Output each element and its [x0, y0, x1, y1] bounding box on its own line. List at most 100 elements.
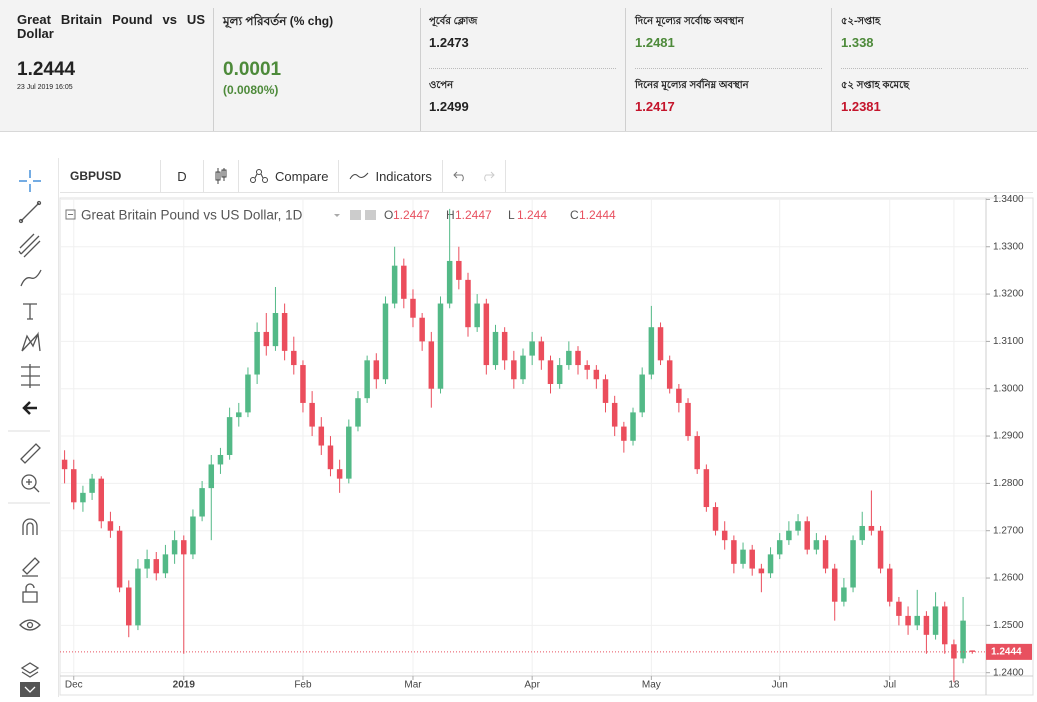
x-tick-label: Mar	[404, 680, 422, 691]
candle-body	[850, 540, 856, 588]
change-percent: (0.0080%)	[223, 83, 279, 97]
grid	[60, 198, 986, 676]
stat-value: 1.2381	[841, 99, 881, 114]
y-tick-label: 1.2600	[993, 573, 1024, 584]
candle-body	[657, 327, 664, 361]
candle-body	[254, 331, 260, 375]
candle-body	[896, 601, 902, 616]
candle-body	[190, 516, 196, 555]
candle-body	[538, 341, 545, 361]
candle-body	[932, 606, 939, 635]
zoom-tool[interactable]	[21, 474, 40, 493]
ohlc-label: C	[570, 208, 579, 222]
candle-body	[822, 540, 829, 569]
candle-body	[318, 426, 325, 446]
candle-body	[437, 303, 444, 389]
candle-body	[575, 350, 581, 366]
indicators-label: Indicators	[375, 168, 432, 184]
candle-body	[474, 303, 480, 328]
candle-body	[226, 417, 233, 455]
symbol-field[interactable]: GBPUSD	[60, 160, 161, 192]
unlock-tool[interactable]	[22, 583, 38, 603]
candle-body	[71, 469, 77, 503]
candle-body	[410, 298, 416, 318]
indicators-button[interactable]: Indicators	[339, 160, 443, 192]
tool-icons	[8, 170, 50, 697]
layers-tool[interactable]	[20, 662, 40, 678]
price-chart: Great Britain Pound vs US Dollar, 1D O 1.…	[59, 194, 1034, 696]
pattern-tool[interactable]	[21, 331, 41, 352]
crosshair-tool[interactable]	[19, 170, 41, 192]
legend-settings[interactable]	[365, 210, 376, 220]
candle-body	[501, 331, 508, 361]
scroll-down[interactable]	[20, 682, 40, 697]
visibility-tool[interactable]	[19, 619, 41, 631]
lock-drawing-tool[interactable]	[22, 557, 40, 577]
x-tick-label: Dec	[65, 680, 83, 691]
hide-panel[interactable]	[22, 401, 37, 415]
candle-body	[144, 559, 150, 569]
brush-tool[interactable]	[20, 269, 42, 287]
candle-body	[107, 521, 114, 531]
candle-body	[630, 412, 636, 441]
candle-body	[941, 606, 948, 645]
candle-body	[813, 540, 820, 550]
day-low: দিনের মূল্যের সর্বনিম্ন অবস্থান 1.2417	[635, 78, 749, 209]
trendline-tool[interactable]	[18, 200, 42, 224]
y-tick-label: 1.3100	[993, 336, 1024, 347]
candle-body	[767, 554, 774, 574]
legend-eye[interactable]	[350, 210, 361, 220]
ohlc-label: H	[446, 208, 455, 222]
collapse-legend[interactable]	[65, 209, 76, 220]
candle-body	[547, 360, 554, 384]
candle-body	[126, 587, 132, 626]
candle-body	[327, 445, 334, 470]
candle-body	[199, 488, 205, 517]
pitchfork-tool[interactable]	[18, 233, 41, 258]
candle-body	[80, 492, 86, 503]
magnet-tool[interactable]	[22, 518, 38, 535]
ruler-tool[interactable]	[20, 443, 41, 464]
last-price: 1.2444	[17, 59, 76, 80]
compare-button[interactable]: Compare	[239, 160, 340, 192]
stat-value: 1.2499	[429, 99, 469, 114]
separator	[213, 8, 214, 131]
candle-body	[886, 568, 893, 602]
candle-body	[391, 265, 398, 304]
legend-menu[interactable]	[334, 214, 340, 217]
candle-body	[703, 469, 710, 508]
candle-body	[676, 388, 682, 403]
stat-label: ওপেন	[429, 80, 454, 91]
candle-body	[556, 365, 563, 384]
drawing-toolbar	[0, 158, 59, 697]
prev-close: পূর্বের ক্লোজ 1.2473	[429, 14, 477, 145]
candle-body	[208, 464, 215, 489]
chart-style-button[interactable]	[204, 160, 239, 192]
undo[interactable]	[453, 170, 467, 182]
ohlc-value: 1.2447	[393, 208, 430, 222]
candle-body	[685, 402, 691, 437]
chart-toolbar: GBPUSD D Compare Indicators	[60, 160, 1033, 193]
divider	[635, 68, 822, 69]
candle-body	[511, 360, 517, 380]
last-price-label: 1.2444	[991, 647, 1022, 658]
change-block: মূল্য পরিবর্তন (% chg) 0.0001 (0.0080%)	[223, 13, 333, 144]
prediction-tool[interactable]	[21, 364, 40, 388]
redo[interactable]	[481, 170, 495, 182]
ohlc-value: 1.2447	[455, 208, 492, 222]
stat-label: দিনের মূল্যের সর্বনিম্ন অবস্থান	[635, 80, 749, 91]
candle-body	[868, 525, 875, 531]
stat-value: 1.338	[841, 35, 874, 50]
candle-body	[960, 620, 966, 659]
candle-body	[731, 540, 737, 564]
candle-body	[740, 549, 746, 564]
text-tool[interactable]	[23, 303, 37, 320]
candle-body	[89, 478, 95, 493]
y-tick-label: 1.2800	[993, 478, 1024, 489]
candle-body	[639, 374, 645, 413]
x-tick-label: Jul	[883, 680, 896, 691]
x-tick-label: Feb	[294, 680, 312, 691]
interval-button[interactable]: D	[161, 160, 204, 192]
candle-body	[951, 644, 957, 659]
x-tick-label: May	[642, 680, 661, 691]
